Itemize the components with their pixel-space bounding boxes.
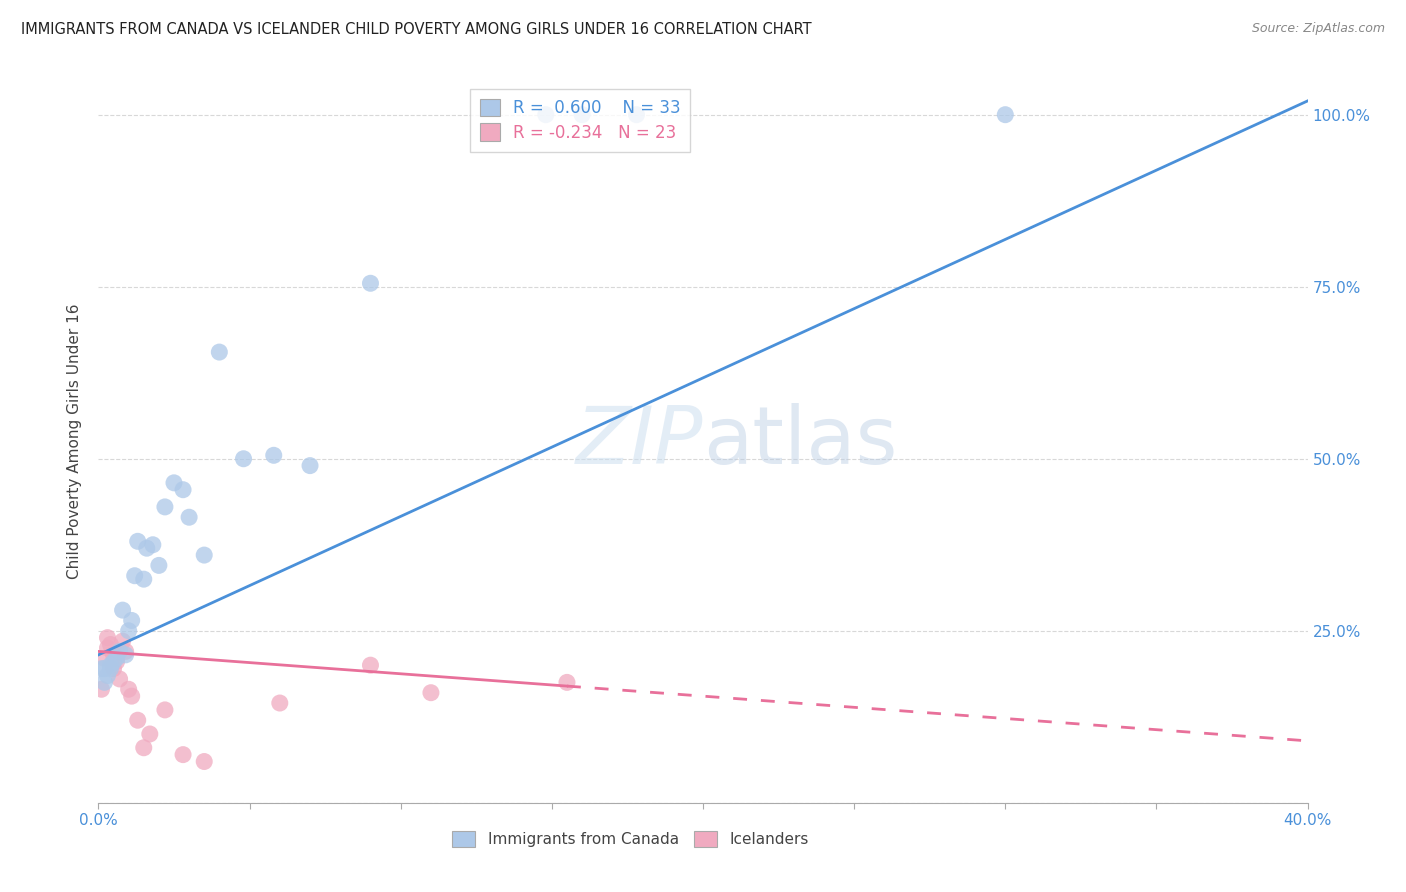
Point [555,675,578,690]
Text: Source: ZipAtlas.com: Source: ZipAtlas.com [1251,22,1385,36]
Point [193,548,215,562]
Point [90,662,112,676]
Point [360,277,382,291]
Point [111,603,134,617]
Point [139,727,162,741]
Point [100,662,122,676]
Point [103,648,125,662]
Point [114,648,136,662]
Text: IMMIGRANTS FROM CANADA VS ICELANDER CHILD POVERTY AMONG GIRLS UNDER 16 CORRELATI: IMMIGRANTS FROM CANADA VS ICELANDER CHIL… [21,22,811,37]
Point [420,686,443,700]
Point [105,655,128,669]
Point [96,631,118,645]
Point [132,572,155,586]
Point [172,483,194,497]
Point [93,651,115,665]
Point [105,651,128,665]
Text: atlas: atlas [703,402,897,481]
Point [96,668,118,682]
Point [96,640,118,655]
Point [626,108,648,122]
Point [127,713,149,727]
Point [534,108,557,122]
Point [179,510,201,524]
Point [263,448,285,462]
Point [100,658,122,673]
Point [121,614,143,628]
Y-axis label: Child Poverty Among Girls Under 16: Child Poverty Among Girls Under 16 [67,304,83,579]
Legend: Immigrants from Canada, Icelanders: Immigrants from Canada, Icelanders [446,825,814,853]
Point [269,696,291,710]
Point [127,534,149,549]
Point [172,747,194,762]
Point [121,689,143,703]
Point [118,624,141,638]
Point [93,662,115,676]
Point [118,682,141,697]
Point [153,703,176,717]
Point [994,108,1017,122]
Point [153,500,176,514]
Point [135,541,157,556]
Point [90,682,112,697]
Point [111,634,134,648]
Point [360,658,382,673]
Point [100,638,122,652]
Point [193,755,215,769]
Point [103,655,125,669]
Point [142,538,165,552]
Text: ZIP: ZIP [575,402,703,481]
Point [132,740,155,755]
Point [114,644,136,658]
Point [93,675,115,690]
Point [571,108,593,122]
Point [232,451,254,466]
Point [208,345,231,359]
Point [299,458,322,473]
Point [163,475,186,490]
Point [124,568,146,582]
Point [148,558,170,573]
Point [108,672,131,686]
Point [108,644,131,658]
Point [103,662,125,676]
